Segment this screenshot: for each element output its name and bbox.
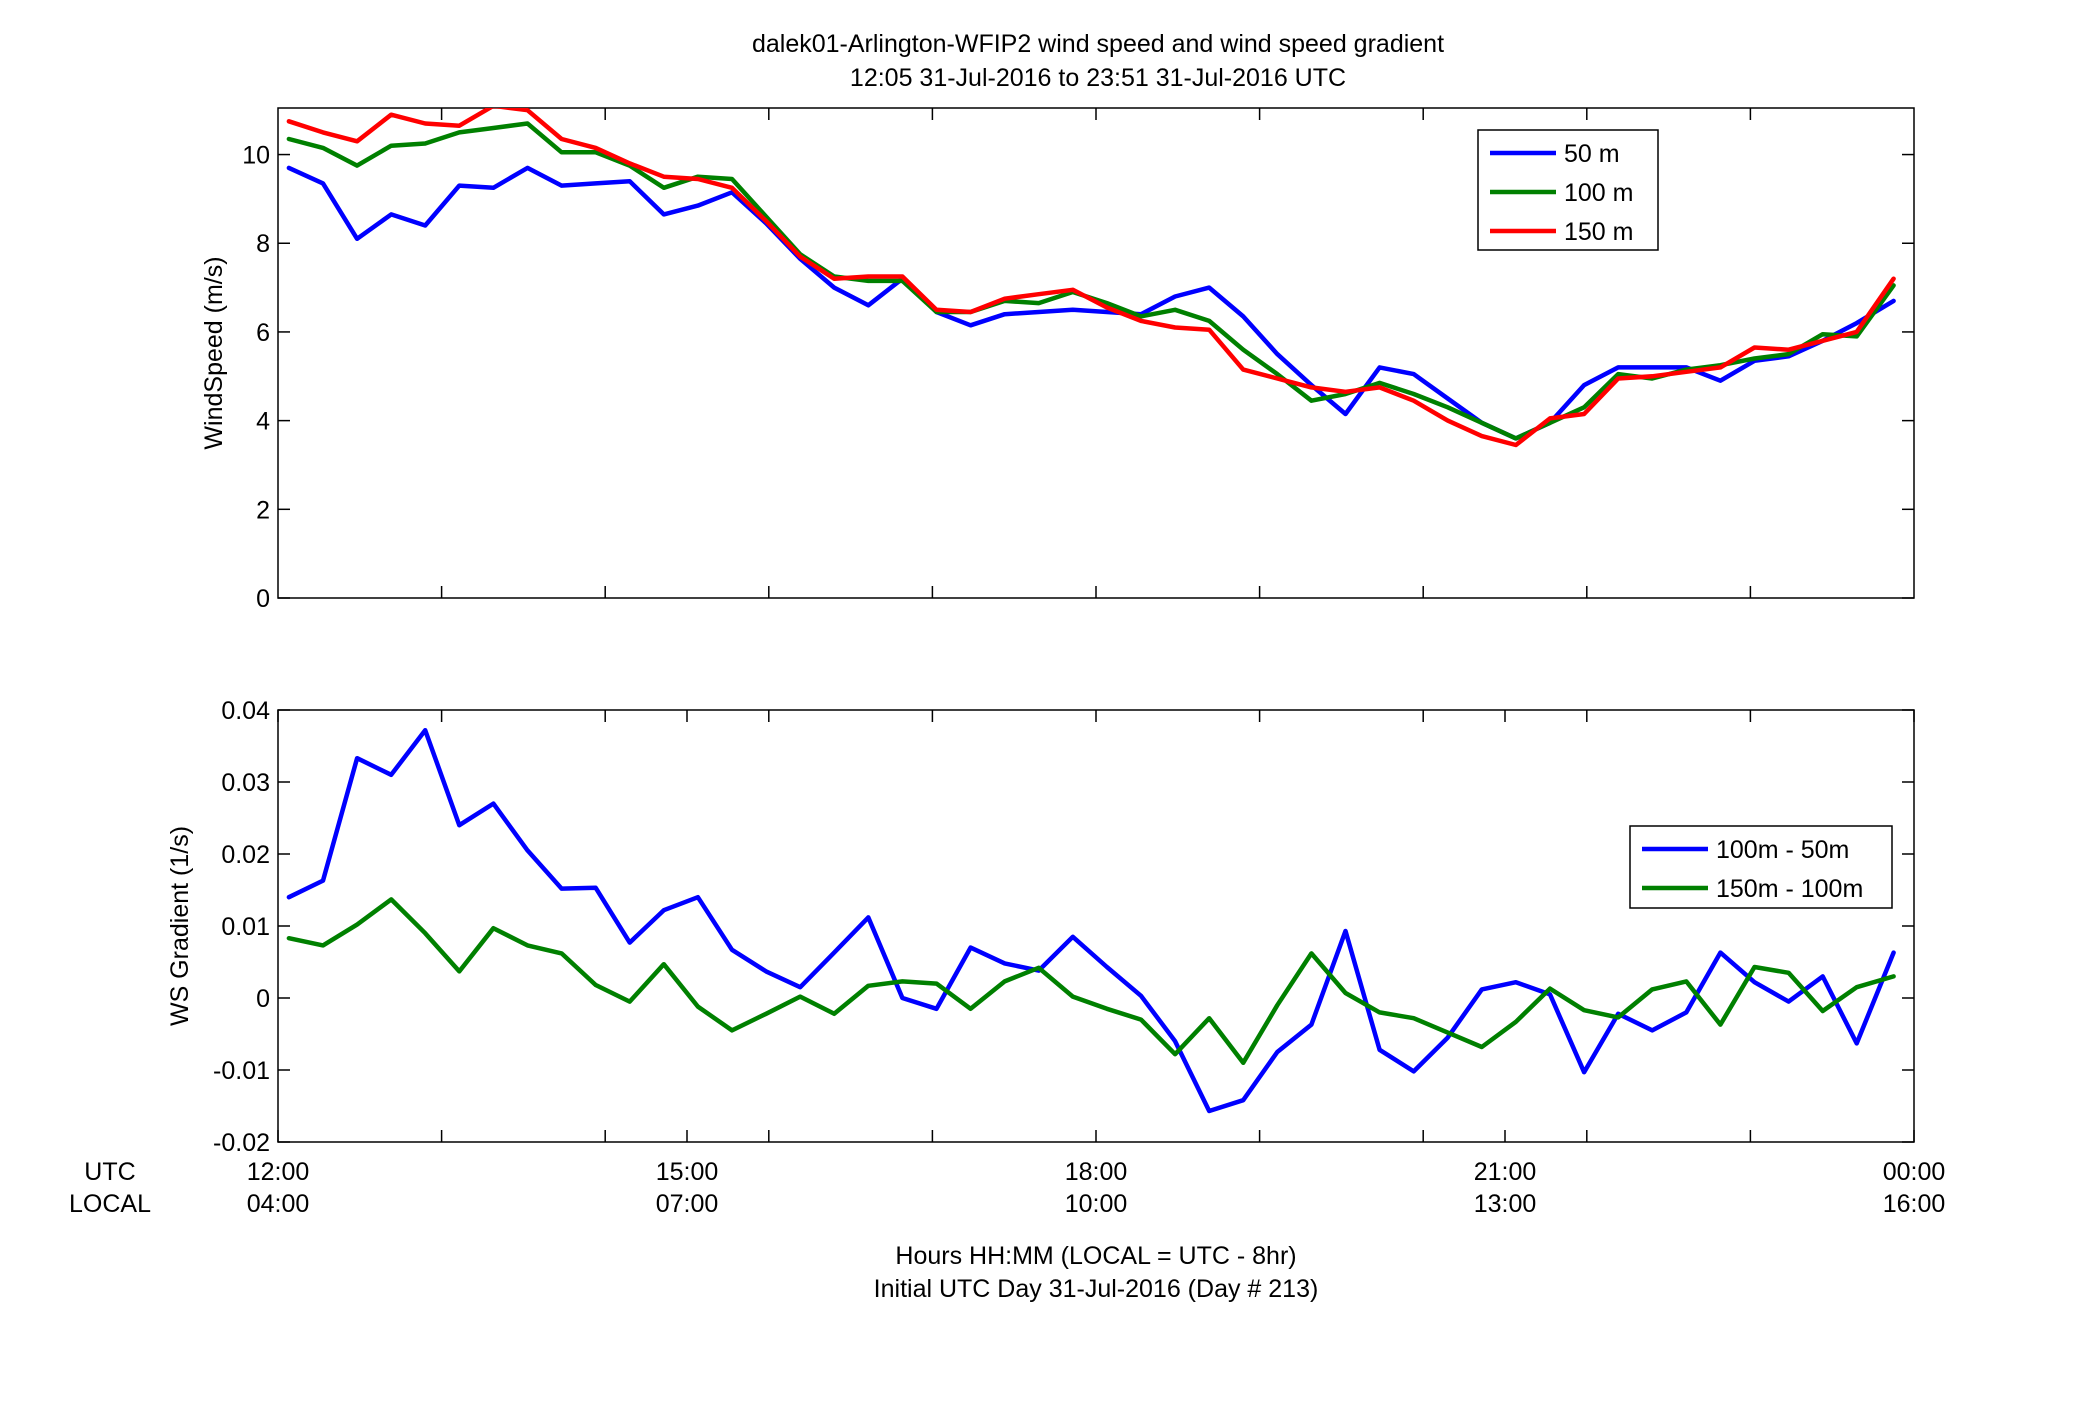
x-tick-label-local: 13:00 — [1474, 1190, 1537, 1218]
series-line-150m — [286, 108, 1896, 448]
gradient-panel: -0.02 -0.01 0 0.01 0.02 0.03 0.04 12:00 04:00 15:… — [166, 697, 1945, 1218]
legend-entry: 150 m — [1564, 218, 1633, 246]
series-line-50m — [286, 165, 1896, 441]
legend-box — [1629, 825, 1893, 909]
y-tick-label: 0.01 — [221, 913, 270, 941]
windspeed-ylabel: WindSpeed (m/s) — [200, 256, 228, 449]
x-axis-label-day: Initial UTC Day 31-Jul-2016 (Day # 213) — [874, 1275, 1319, 1303]
legend-entry: 50 m — [1564, 140, 1620, 168]
chart-subtitle: 12:05 31-Jul-2016 to 23:51 31-Jul-2016 U… — [850, 64, 1346, 92]
y-tick-label: 10 — [242, 142, 270, 170]
chart-title: dalek01-Arlington-WFIP2 wind speed and w… — [752, 30, 1444, 58]
legend-entry: 100 m — [1564, 179, 1633, 207]
legend-entry: 100m - 50m — [1716, 836, 1849, 864]
y-tick-label: 6 — [256, 319, 270, 347]
x-tick-label-local: 07:00 — [656, 1190, 719, 1218]
gradient-ylabel: WS Gradient (1/s) — [166, 826, 194, 1026]
y-tick-label: 0 — [256, 585, 270, 613]
y-tick-label: 0 — [256, 985, 270, 1013]
series-line-100m-50m — [286, 727, 1896, 1114]
x-tick-label-utc: 21:00 — [1474, 1158, 1537, 1186]
y-tick-label: 0.04 — [221, 697, 270, 725]
y-tick-label: -0.02 — [213, 1129, 270, 1157]
windspeed-legend: 50 m 100 m 150 m — [1477, 129, 1659, 251]
x-tick-label-local: 16:00 — [1883, 1190, 1946, 1218]
x-tick-label-utc: 18:00 — [1065, 1158, 1128, 1186]
x-tick-label-utc: 00:00 — [1883, 1158, 1946, 1186]
y-tick-label: 0.02 — [221, 841, 270, 869]
x-tick-label-utc: 12:00 — [247, 1158, 310, 1186]
utc-row-label: UTC — [84, 1158, 135, 1186]
x-axis-label: Hours HH:MM (LOCAL = UTC - 8hr) — [895, 1242, 1296, 1270]
x-tick-label-local: 04:00 — [247, 1190, 310, 1218]
x-tick-label-local: 10:00 — [1065, 1190, 1128, 1218]
local-row-label: LOCAL — [69, 1190, 151, 1218]
gradient-legend: 100m - 50m 150m - 100m — [1629, 825, 1893, 909]
y-tick-label: 2 — [256, 496, 270, 524]
legend-entry: 150m - 100m — [1716, 875, 1863, 903]
x-tick-label-utc: 15:00 — [656, 1158, 719, 1186]
y-tick-label: 8 — [256, 230, 270, 258]
windspeed-panel: 0 2 4 6 8 10 WindSpeed (m/s) 50 m 100 m 150 m — [200, 107, 1915, 613]
y-tick-label: 0.03 — [221, 769, 270, 797]
gradient-axes-frame — [277, 709, 1915, 1143]
series-line-150m-100m — [286, 897, 1896, 1066]
y-tick-label: 4 — [256, 408, 270, 436]
windspeed-axes-frame — [277, 107, 1915, 599]
y-tick-label: -0.01 — [213, 1057, 270, 1085]
